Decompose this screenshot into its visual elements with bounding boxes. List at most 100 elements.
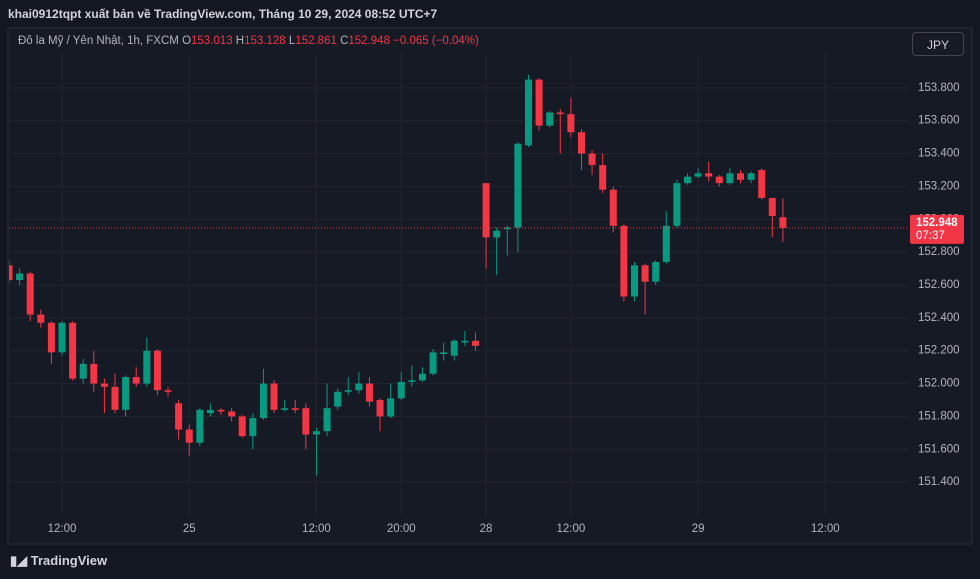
- candle-body: [715, 176, 723, 184]
- ohlc-label: H: [235, 35, 245, 47]
- candle-body: [705, 173, 713, 177]
- candle-body: [238, 416, 246, 437]
- candle-body: [249, 418, 257, 437]
- candle-body: [461, 340, 469, 343]
- y-tick-label: 151.400: [918, 476, 960, 488]
- ohlc-label: L: [288, 35, 296, 47]
- grid: [9, 55, 908, 515]
- candle-body: [694, 173, 702, 177]
- y-tick-label: 152.200: [918, 345, 960, 357]
- close-value: 152.948: [348, 35, 390, 47]
- x-tick-label: 28: [480, 523, 493, 535]
- y-tick-label: 152.600: [918, 279, 960, 291]
- candle-body: [683, 176, 691, 184]
- x-tick-label: 25: [183, 523, 196, 535]
- y-tick-label: 153.600: [918, 115, 960, 127]
- candle-body: [47, 322, 55, 353]
- candle-body: [100, 383, 108, 387]
- candle-body: [9, 265, 13, 281]
- candle-body: [758, 170, 766, 198]
- currency-button[interactable]: JPY: [912, 32, 964, 56]
- candle-body: [662, 225, 670, 262]
- brand-name: TradingView: [30, 553, 108, 568]
- candle-body: [16, 273, 24, 281]
- candle-body: [291, 408, 299, 410]
- candle-body: [546, 112, 554, 126]
- candle-body: [747, 173, 755, 180]
- candle-body: [37, 314, 45, 323]
- y-tick-label: 153.800: [918, 82, 960, 94]
- candle-body: [567, 114, 575, 133]
- price-tag: [910, 214, 964, 244]
- ohlc-label: C: [340, 35, 349, 47]
- candle-body: [630, 265, 638, 297]
- candle-body: [376, 400, 384, 417]
- candle-body: [726, 173, 734, 184]
- y-tick-label: 152.800: [918, 246, 960, 258]
- candle-body: [620, 225, 628, 297]
- candle-body: [312, 431, 320, 435]
- candle-body: [175, 403, 183, 430]
- x-tick-label: 12:00: [48, 523, 77, 535]
- y-tick-label: 151.600: [918, 443, 960, 455]
- candle-body: [185, 429, 193, 443]
- candle-body: [408, 380, 416, 382]
- candle-body: [482, 183, 490, 238]
- candle-body: [397, 381, 405, 399]
- x-tick-label: 29: [692, 523, 705, 535]
- candle-body: [281, 408, 289, 410]
- candle-body: [493, 230, 501, 238]
- candle-body: [355, 383, 363, 391]
- candle-body: [450, 340, 458, 356]
- candle-body: [588, 153, 596, 166]
- x-tick-label: 20:00: [387, 523, 416, 535]
- y-tick-label: 153.200: [918, 180, 960, 192]
- y-tick-label: 151.800: [918, 410, 960, 422]
- candle-body: [418, 373, 426, 381]
- legend: Đô la Mỹ / Yên Nhật, 1h, FXCM O153.013 H…: [18, 35, 479, 47]
- candle-body: [26, 273, 34, 315]
- candle-body: [599, 165, 607, 190]
- candle-body: [270, 383, 278, 410]
- candle-body: [429, 352, 437, 374]
- open-value: 153.013: [191, 35, 233, 47]
- candle-body: [259, 383, 267, 419]
- candle-body: [228, 411, 236, 417]
- change: −0.065 (−0.04%): [393, 35, 479, 47]
- candle-body: [111, 386, 119, 410]
- candle-body: [164, 390, 172, 392]
- candle-body: [58, 322, 66, 353]
- candle-body: [132, 377, 140, 384]
- candle-body: [387, 398, 395, 417]
- candle-body: [556, 112, 564, 115]
- candle-body: [365, 383, 373, 402]
- chart-panel: [7, 27, 973, 545]
- candle-body: [779, 217, 787, 228]
- price-tag-value: 152.948: [916, 217, 958, 229]
- x-tick-label: 12:00: [811, 523, 840, 535]
- candle-body: [323, 408, 331, 432]
- candle-body: [79, 363, 87, 379]
- countdown: 07:37: [916, 230, 945, 242]
- candle-body: [673, 183, 681, 226]
- candle-body: [577, 132, 585, 154]
- candle-body: [652, 262, 660, 282]
- y-tick-label: 152.000: [918, 378, 960, 390]
- candle-body: [524, 79, 532, 146]
- candle-body: [736, 173, 744, 180]
- brand: ▮◢ TradingView: [10, 553, 108, 568]
- candle-body: [153, 350, 161, 391]
- candle-body: [90, 363, 98, 384]
- x-tick-label: 12:00: [556, 523, 585, 535]
- candle-body: [471, 340, 479, 346]
- candle-body: [206, 409, 214, 414]
- candle-body: [344, 390, 352, 392]
- candle-body: [69, 322, 77, 379]
- plot: [9, 74, 908, 476]
- y-tick-label: 153.400: [918, 148, 960, 160]
- candle-body: [334, 391, 342, 407]
- low-value: 152.861: [295, 35, 337, 47]
- axes: 151.400 151.600 151.800 152.000 152.200 152.4…: [48, 82, 964, 535]
